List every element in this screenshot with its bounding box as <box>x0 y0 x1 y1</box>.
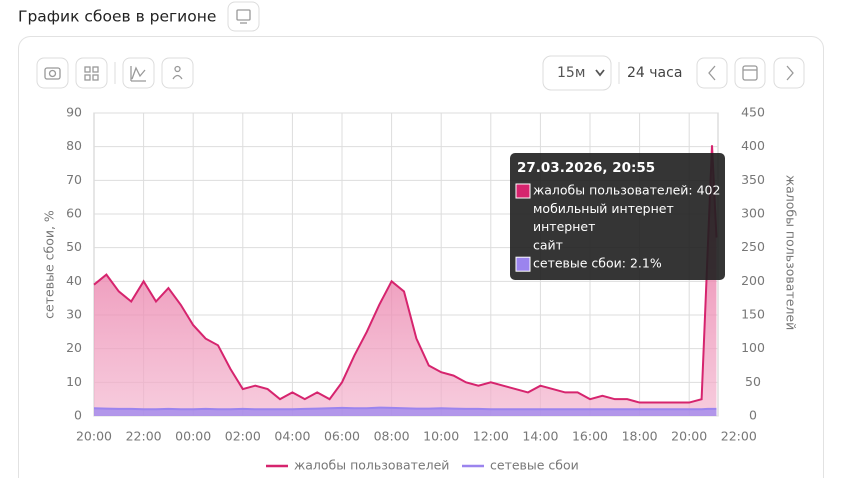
y-tick-label: 0 <box>74 408 82 423</box>
tooltip-swatch <box>515 183 531 199</box>
legend-label: сетевые сбои <box>490 458 579 473</box>
y2-tick-label: 200 <box>741 273 765 288</box>
x-tick-label: 06:00 <box>324 429 360 444</box>
y-axis-label: сетевые сбои, % <box>42 210 57 319</box>
tooltip-line: интернет <box>533 219 595 234</box>
chart-button[interactable] <box>122 57 155 89</box>
y-tick-label: 20 <box>66 340 82 355</box>
y-tick-label: 70 <box>66 172 82 187</box>
camera-button[interactable] <box>36 57 69 89</box>
tooltip-line: сайт <box>533 237 563 252</box>
x-tick-label: 10:00 <box>423 429 459 444</box>
x-tick-label: 12:00 <box>473 429 509 444</box>
tooltip-line: мобильный интернет <box>533 201 674 216</box>
series-line <box>93 406 717 411</box>
series-line <box>93 145 718 404</box>
title-button[interactable] <box>227 1 260 32</box>
x-tick-label: 16:00 <box>572 429 608 444</box>
interval-select[interactable]: 15м <box>542 55 612 91</box>
legend-label: жалобы пользователей <box>294 458 449 473</box>
x-tick-label: 04:00 <box>274 429 310 444</box>
y2-tick-label: 150 <box>741 307 765 322</box>
y2-tick-label: 450 <box>741 105 765 120</box>
y-tick-label: 90 <box>66 105 82 120</box>
x-tick-label: 20:00 <box>76 429 112 444</box>
calendar-button[interactable] <box>734 57 766 89</box>
y2-tick-label: 300 <box>741 206 765 221</box>
y2-tick-label: 400 <box>741 138 765 153</box>
x-tick-label: 00:00 <box>175 429 211 444</box>
y2-tick-label: 100 <box>741 340 765 355</box>
page-title: График сбоев в регионе <box>18 8 216 26</box>
y-tick-label: 80 <box>66 138 82 153</box>
x-tick-label: 02:00 <box>225 429 261 444</box>
interval-value: 15м <box>557 65 585 81</box>
y2-tick-label: 0 <box>749 408 757 423</box>
prev-button[interactable] <box>696 57 728 89</box>
y2-tick-label: 350 <box>741 172 765 187</box>
tooltip-swatch <box>515 256 531 272</box>
plot: 0 10 20 30 40 50 60 70 80 90 0 50 100 150 200 250 300 350… <box>42 105 799 473</box>
y2-tick-label: 250 <box>741 239 765 254</box>
area-fill <box>94 145 717 416</box>
x-tick-label: 14:00 <box>522 429 558 444</box>
range-label: 24 часа <box>627 65 682 81</box>
y2-tick-label: 50 <box>745 374 761 389</box>
next-button[interactable] <box>773 57 805 89</box>
y-tick-label: 50 <box>66 239 82 254</box>
tooltip-box <box>510 153 725 280</box>
tooltip-line: сетевые сбои: 2.1% <box>533 256 662 271</box>
y-tick-label: 60 <box>66 206 82 221</box>
x-tick-label: 18:00 <box>622 429 658 444</box>
y2-axis-label: жалобы пользователей <box>784 175 799 330</box>
x-tick-label: 22:00 <box>126 429 162 444</box>
x-tick-label: 20:00 <box>671 429 707 444</box>
tooltip-title: 27.03.2026, 20:55 <box>517 160 655 176</box>
y-tick-label: 40 <box>66 273 82 288</box>
tooltip-line: жалобы пользователей: 402 <box>533 183 720 198</box>
y-tick-label: 10 <box>66 374 82 389</box>
y-tick-label: 30 <box>66 307 82 322</box>
x-tick-label: 08:00 <box>374 429 410 444</box>
x-tick-label: 22:00 <box>721 429 757 444</box>
user-button[interactable] <box>161 57 194 89</box>
grid-button[interactable] <box>75 57 108 89</box>
